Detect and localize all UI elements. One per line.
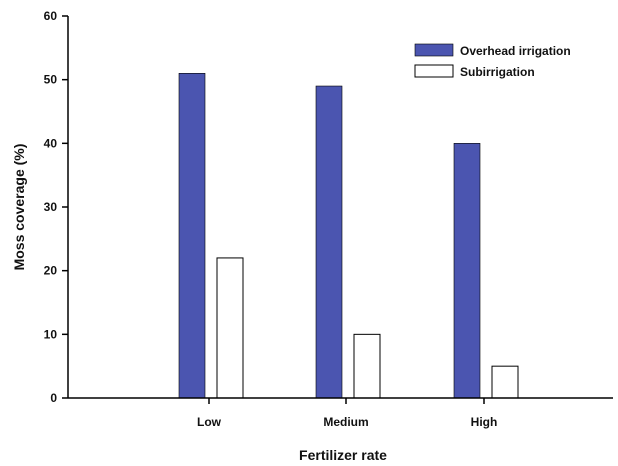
y-tick-label: 30 bbox=[44, 200, 58, 214]
y-tick-label: 50 bbox=[44, 73, 58, 87]
x-tick-label: High bbox=[471, 415, 498, 429]
y-tick-label: 20 bbox=[44, 264, 58, 278]
bar-subirrigation-high bbox=[491, 365, 519, 399]
legend-label: Subirrigation bbox=[460, 65, 535, 79]
bar-subirrigation-low bbox=[216, 257, 244, 399]
y-axis-title: Moss coverage (%) bbox=[11, 144, 27, 271]
y-tick-label: 10 bbox=[44, 327, 58, 341]
x-axis-title: Fertilizer rate bbox=[299, 447, 387, 463]
y-tick-label: 60 bbox=[44, 9, 58, 23]
x-tick-label: Medium bbox=[323, 415, 368, 429]
x-axis-ticks: Low Medium High bbox=[197, 398, 497, 429]
legend: Overhead irrigation Subirrigation bbox=[414, 43, 571, 79]
legend-swatch bbox=[414, 43, 454, 57]
bar-overhead-low bbox=[178, 73, 206, 399]
y-tick-label: 0 bbox=[50, 391, 57, 405]
y-axis-ticks: 0 10 20 30 40 50 60 bbox=[44, 9, 68, 405]
bar-overhead-high bbox=[453, 143, 481, 399]
bar-subirrigation-medium bbox=[353, 333, 381, 399]
bar-overhead-medium bbox=[315, 85, 343, 399]
legend-label: Overhead irrigation bbox=[460, 44, 571, 58]
legend-swatch bbox=[414, 64, 454, 78]
y-tick-label: 40 bbox=[44, 136, 58, 150]
x-tick-label: Low bbox=[197, 415, 222, 429]
bars bbox=[178, 73, 519, 399]
